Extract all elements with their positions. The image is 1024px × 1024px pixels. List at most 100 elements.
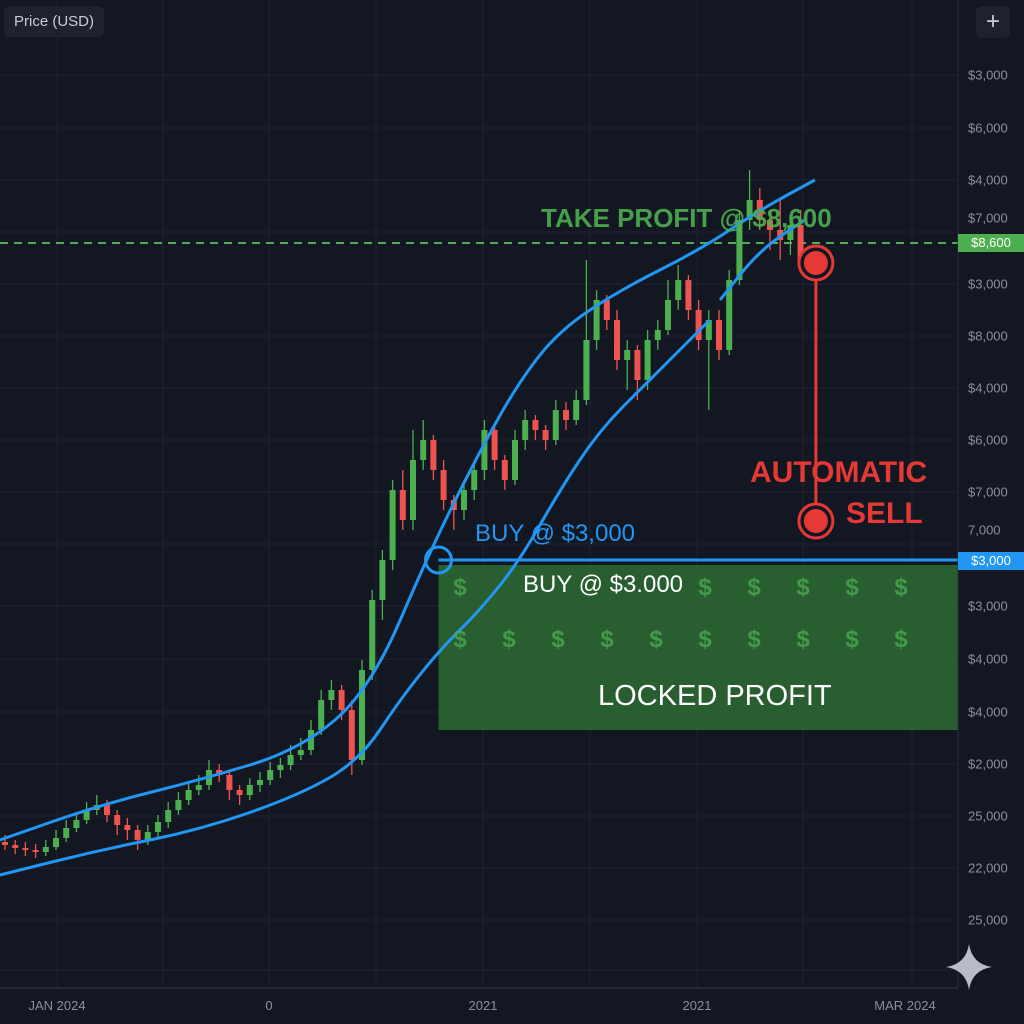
candle	[73, 812, 80, 832]
candle	[42, 840, 49, 856]
dollar-icon: $	[796, 574, 810, 601]
candle-body	[267, 770, 274, 780]
candle-body	[471, 470, 478, 490]
time-axis-label: 0	[265, 998, 273, 1013]
dollar-icon: $	[845, 626, 859, 653]
candle	[532, 415, 539, 440]
candle-body	[226, 775, 233, 790]
candle-body	[614, 320, 620, 360]
candle	[716, 310, 722, 360]
candle-body	[389, 490, 396, 560]
candle-body	[491, 430, 498, 460]
candle	[685, 275, 692, 320]
sell-marker[interactable]	[797, 502, 835, 540]
time-axis-label: MAR 2024	[874, 998, 936, 1013]
candle-body	[369, 600, 376, 670]
candle-body	[348, 710, 355, 760]
lower-band-line	[0, 318, 711, 877]
candle-body	[501, 460, 508, 480]
candle-body	[746, 200, 753, 220]
candle	[389, 480, 396, 570]
candle-body	[236, 790, 243, 795]
price-axis-label: $7,000	[968, 210, 1008, 226]
candle	[440, 460, 447, 510]
candle-body	[328, 690, 335, 700]
candle-body	[257, 780, 263, 785]
time-axis-label: JAN 2024	[28, 998, 86, 1013]
price-axis-label: $7,000	[968, 484, 1008, 500]
locked-profit-label: LOCKED PROFIT	[598, 680, 832, 712]
candle-body	[593, 300, 600, 340]
price-axis-label: $4,000	[968, 704, 1008, 720]
candle-body	[22, 848, 29, 850]
candle-body	[297, 750, 304, 755]
candle-body	[338, 690, 345, 710]
candle	[512, 430, 518, 485]
candle-body	[624, 350, 631, 360]
candle	[359, 660, 365, 765]
price-axis-label: $6,000	[968, 120, 1008, 136]
candle	[226, 770, 233, 800]
candle-body	[124, 825, 131, 830]
buy-point-marker[interactable]	[424, 545, 453, 575]
candle-body	[2, 842, 8, 845]
candle-body	[287, 755, 294, 765]
price-axis-label: 25,000	[968, 808, 1008, 824]
candle	[675, 265, 682, 310]
candle-body	[665, 300, 671, 330]
candle-body	[144, 832, 151, 840]
candle-body	[318, 700, 325, 730]
sell-label: SELL	[846, 497, 923, 530]
candle	[267, 762, 274, 785]
candle	[726, 270, 733, 355]
candle-body	[175, 800, 182, 810]
price-usd-button[interactable]: Price (USD)	[4, 6, 105, 37]
price-axis-label: 25,000	[968, 912, 1008, 928]
candle-body	[481, 430, 488, 470]
sparkle-icon[interactable]	[944, 942, 994, 992]
candle	[32, 844, 39, 858]
candle	[461, 480, 467, 520]
candle-body	[603, 300, 610, 320]
dollar-icon: $	[698, 626, 712, 653]
locked-profit-zone	[438, 565, 958, 730]
candle-body	[563, 410, 569, 420]
candle-body	[797, 225, 804, 260]
candle-body	[134, 830, 141, 840]
candle-body	[583, 340, 590, 400]
dollar-icon: $	[600, 626, 614, 653]
buy-label-white: BUY @ $3.000	[523, 571, 684, 598]
upper-band-line	[0, 178, 816, 842]
candle-body	[461, 490, 467, 510]
candle	[624, 340, 631, 390]
candle	[379, 550, 386, 620]
candle	[63, 820, 70, 842]
price-axis-label: $3,000	[968, 67, 1008, 83]
candle	[246, 778, 253, 800]
price-axis-label: $3,000	[968, 276, 1008, 292]
dollar-icon: $	[551, 626, 565, 653]
time-axis-label: 2021	[468, 998, 498, 1013]
candle-body	[308, 730, 314, 750]
candle-body	[42, 847, 49, 852]
take-profit-price-badge: $8,600	[958, 234, 1024, 252]
sell-marker[interactable]	[797, 244, 835, 282]
candle-body	[767, 220, 773, 230]
price-axis-label: 22,000	[968, 860, 1008, 876]
candle-body	[512, 440, 518, 480]
price-axis-label: 7,000	[968, 522, 1001, 538]
candle	[185, 782, 192, 805]
candle	[695, 300, 702, 350]
candle-body	[430, 440, 437, 470]
plus-icon: +	[985, 8, 1000, 35]
candle	[665, 280, 671, 335]
candle-body	[359, 670, 365, 760]
candle	[114, 810, 121, 835]
automatic-label: AUTOMATIC	[750, 456, 928, 489]
candle	[552, 400, 559, 445]
candle-body	[104, 805, 110, 815]
candlesticks	[2, 170, 804, 858]
add-button[interactable]: +	[976, 6, 1010, 38]
candle	[410, 430, 416, 530]
